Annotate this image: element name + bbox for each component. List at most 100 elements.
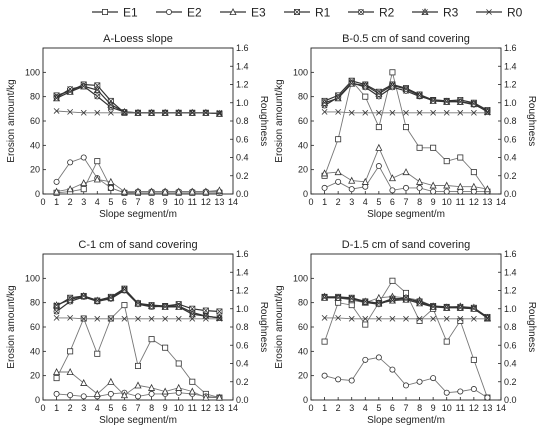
data-point bbox=[389, 69, 396, 76]
data-point bbox=[456, 97, 464, 105]
x-tick-label: 0 bbox=[308, 197, 313, 207]
y2-tick-label: 0.2 bbox=[504, 377, 517, 387]
x-tick-label: 5 bbox=[108, 197, 113, 207]
data-point bbox=[375, 315, 382, 322]
series-e2 bbox=[321, 354, 491, 401]
y-tick-label: 60 bbox=[30, 116, 40, 126]
x-tick-label: 5 bbox=[376, 197, 381, 207]
y2-tick-label: 1.2 bbox=[504, 286, 517, 296]
data-point bbox=[67, 159, 74, 166]
data-point bbox=[66, 185, 74, 193]
data-point bbox=[215, 393, 223, 401]
data-point bbox=[67, 314, 74, 321]
data-point bbox=[348, 302, 355, 309]
x-tick-label: 8 bbox=[417, 403, 422, 413]
x-tick-label: 13 bbox=[214, 197, 224, 207]
data-point bbox=[120, 391, 128, 399]
x-axis-label: Slope segment/m bbox=[99, 209, 177, 220]
data-point bbox=[361, 177, 369, 185]
data-point bbox=[361, 81, 369, 89]
data-point bbox=[216, 308, 223, 315]
data-point bbox=[188, 310, 196, 318]
x-tick-label: 10 bbox=[174, 197, 184, 207]
y2-tick-label: 0.4 bbox=[236, 153, 249, 163]
y2-tick-label: 0.2 bbox=[236, 377, 249, 387]
data-point bbox=[53, 94, 61, 102]
data-point bbox=[348, 294, 356, 302]
data-point bbox=[335, 108, 342, 115]
data-point bbox=[66, 295, 74, 303]
series-e3 bbox=[321, 143, 491, 193]
x-tick-label: 2 bbox=[68, 197, 73, 207]
data-point bbox=[402, 124, 409, 131]
data-point bbox=[389, 366, 396, 373]
x-tick-label: 13 bbox=[214, 403, 224, 413]
x-tick-label: 11 bbox=[188, 197, 197, 207]
y-axis-label: Erosion amount/kg bbox=[6, 285, 17, 368]
y2-tick-label: 1.4 bbox=[504, 267, 517, 277]
panel-title: B-0.5 cm of sand covering bbox=[342, 33, 470, 45]
x-tick-label: 1 bbox=[322, 403, 327, 413]
x-tick-label: 11 bbox=[456, 197, 465, 207]
y2-tick-label: 1.0 bbox=[236, 98, 249, 108]
data-point bbox=[107, 390, 114, 397]
series-e2 bbox=[321, 163, 491, 195]
data-point bbox=[80, 154, 87, 161]
data-point bbox=[430, 109, 437, 116]
y2-tick-label: 0.6 bbox=[236, 340, 249, 350]
data-point bbox=[202, 315, 209, 322]
plot-frame bbox=[42, 47, 234, 195]
data-point bbox=[335, 299, 342, 306]
data-point bbox=[443, 338, 450, 345]
data-point bbox=[121, 315, 128, 322]
legend-label-e3: E3 bbox=[251, 6, 266, 20]
data-point bbox=[470, 109, 477, 116]
y-tick-label: 60 bbox=[298, 322, 308, 332]
data-point bbox=[80, 186, 87, 193]
data-point bbox=[443, 109, 450, 116]
y-tick-label: 40 bbox=[30, 140, 40, 150]
data-point bbox=[67, 392, 74, 399]
x-tick-label: 2 bbox=[336, 197, 341, 207]
x-tick-label: 6 bbox=[122, 403, 127, 413]
data-point bbox=[107, 184, 114, 191]
data-point bbox=[94, 350, 101, 357]
x-tick-label: 4 bbox=[95, 197, 100, 207]
x-tick-label: 9 bbox=[431, 197, 436, 207]
data-point bbox=[53, 108, 60, 114]
y2-tick-label: 1.2 bbox=[236, 286, 249, 296]
data-point bbox=[348, 176, 356, 184]
y2-tick-label: 0.4 bbox=[504, 153, 517, 163]
data-point bbox=[361, 297, 369, 305]
data-point bbox=[362, 315, 369, 322]
legend-item-r2: R2 bbox=[348, 6, 395, 20]
data-point bbox=[189, 378, 196, 385]
data-point bbox=[388, 81, 396, 89]
data-point bbox=[375, 124, 382, 131]
y2-tick-label: 1.2 bbox=[504, 80, 517, 90]
legend-label-e1: E1 bbox=[123, 6, 138, 20]
legend-item-r3: R3 bbox=[412, 6, 459, 20]
y2-tick-label: 0.4 bbox=[504, 359, 517, 369]
data-point bbox=[135, 315, 141, 322]
y-tick-label: 20 bbox=[30, 371, 40, 381]
data-point bbox=[484, 394, 491, 401]
data-point bbox=[389, 187, 396, 194]
legend-marker-r1 bbox=[293, 8, 300, 15]
x-tick-label: 3 bbox=[81, 197, 86, 207]
y2-tick-label: 1.4 bbox=[236, 267, 249, 277]
series-r3 bbox=[321, 293, 491, 321]
data-point bbox=[107, 293, 115, 301]
y-axis-label: Erosion amount/kg bbox=[6, 79, 17, 162]
y-tick-label: 100 bbox=[25, 67, 40, 77]
x-tick-label: 4 bbox=[95, 403, 100, 413]
series-r3 bbox=[53, 82, 223, 117]
data-point bbox=[375, 299, 383, 307]
legend-marker-e1 bbox=[102, 8, 109, 15]
data-point bbox=[362, 183, 369, 190]
legend-marker-r2 bbox=[357, 8, 364, 15]
data-point bbox=[321, 98, 329, 106]
data-point bbox=[429, 302, 437, 310]
